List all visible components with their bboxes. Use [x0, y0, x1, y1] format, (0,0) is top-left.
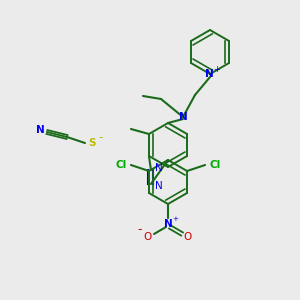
- Text: -: -: [99, 131, 103, 145]
- Text: +: +: [172, 216, 178, 222]
- Text: -: -: [138, 224, 142, 236]
- Text: N: N: [155, 163, 163, 173]
- Text: S: S: [88, 138, 96, 148]
- Text: N: N: [36, 125, 44, 135]
- Text: N: N: [205, 69, 213, 79]
- Text: +: +: [214, 64, 220, 74]
- Text: Cl: Cl: [115, 160, 127, 170]
- Text: O: O: [184, 232, 192, 242]
- Text: N: N: [164, 219, 172, 229]
- Text: Cl: Cl: [209, 160, 221, 170]
- Text: N: N: [178, 112, 188, 122]
- Text: N: N: [155, 181, 163, 191]
- Text: O: O: [144, 232, 152, 242]
